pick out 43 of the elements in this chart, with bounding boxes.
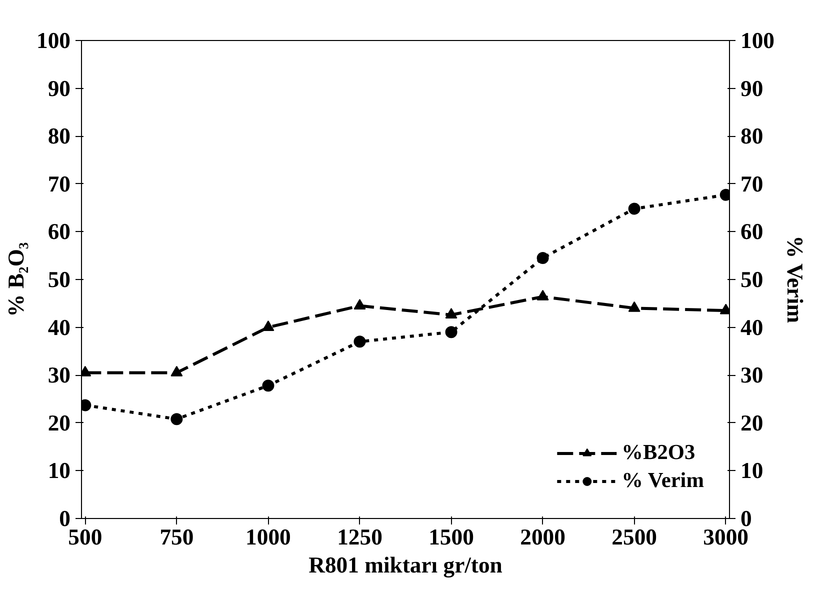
y-tick-label: 100	[36, 28, 70, 53]
x-tick-label: 2000	[520, 524, 566, 550]
y2-tick-label: 40	[740, 314, 764, 340]
y2-tick-label: 80	[740, 124, 764, 149]
y-tick-label: 10	[48, 458, 70, 484]
point	[628, 301, 640, 312]
y2-tick-label: 100	[740, 28, 774, 53]
x-tick-label: 1500	[428, 524, 474, 550]
y2-tick-label: 70	[740, 171, 764, 196]
y2-tick-label: 50	[740, 267, 764, 292]
y2-tick-label: 90	[740, 76, 764, 101]
y-tick-label: 0	[59, 506, 70, 531]
y-tick-label: 60	[48, 219, 70, 244]
y-tick-label: 20	[48, 410, 70, 436]
y2-tick-label: 20	[740, 410, 764, 436]
x-axis-title: R801 miktarı gr/ton	[308, 552, 503, 578]
y-tick-label: 50	[48, 267, 70, 292]
y-axis-title: % B₂O₃	[4, 242, 29, 317]
y-tick-label: 80	[48, 124, 70, 149]
y2-tick-label: 10	[740, 458, 764, 484]
point	[628, 202, 640, 215]
legend-label: %B2O3	[622, 440, 696, 465]
legend-label: % Verim	[622, 468, 704, 493]
x-tick-label: 1000	[246, 524, 291, 550]
point	[354, 298, 366, 310]
x-tick-label: 1250	[337, 524, 382, 550]
x-tick-label: 2500	[612, 524, 657, 550]
y2-axis-title: % Verim	[782, 236, 808, 324]
point	[445, 308, 458, 319]
y2-tick-label: 60	[740, 219, 764, 244]
y-tick-label: 30	[48, 362, 70, 388]
y-tick-label: 40	[48, 314, 70, 340]
point	[354, 336, 366, 348]
point	[262, 320, 274, 331]
point	[445, 326, 458, 338]
point	[536, 252, 549, 264]
y-tick-label: 90	[48, 76, 70, 101]
point	[536, 290, 549, 300]
y-tick-label: 70	[48, 171, 70, 196]
point	[170, 366, 183, 376]
x-tick-label: 750	[160, 524, 194, 550]
x-tick-label: 500	[68, 524, 102, 550]
y2-tick-label: 30	[740, 362, 764, 388]
